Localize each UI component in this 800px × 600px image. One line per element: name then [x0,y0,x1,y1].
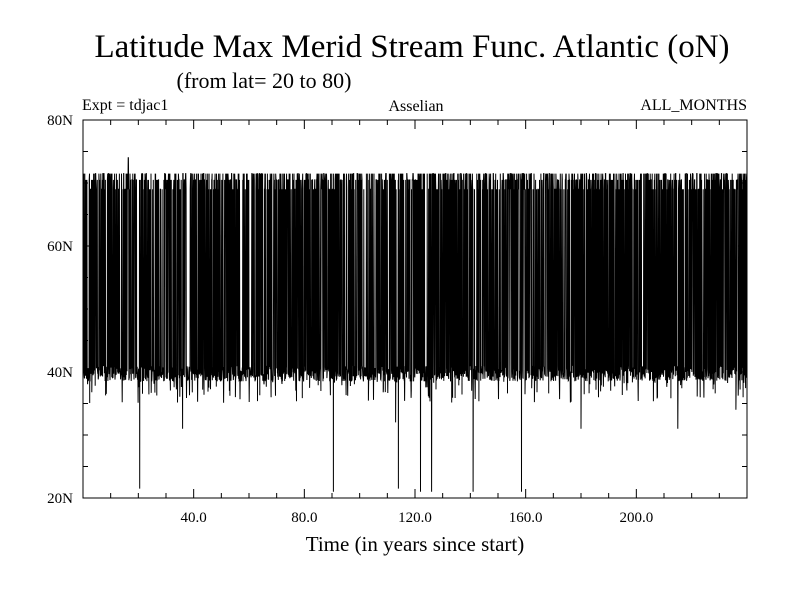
experiment-label: Expt = tdjac1 [82,97,168,114]
x-tick-label: 80.0 [291,510,317,526]
x-tick-label: 120.0 [398,510,432,526]
x-tick-label: 40.0 [181,510,207,526]
series-line [82,157,748,492]
plot-frame [82,119,748,499]
x-tick-label: 200.0 [619,510,653,526]
series-layer [82,157,748,492]
y-tick-label: 20N [47,491,73,507]
tick-layer: 40.0 80.0 120.0 160.0 200.0 20N 40N 60N 80N [47,113,747,526]
y-tick-label: 80N [47,113,73,129]
months-label: ALL_MONTHS [640,97,747,114]
chart-title: Latitude Max Merid Stream Func. Atlantic… [94,29,729,65]
y-tick-label: 40N [47,365,73,381]
period-label: Asselian [388,98,443,115]
x-axis-label: Time (in years since start) [306,532,525,556]
y-tick-label: 60N [47,239,73,255]
x-tick-label: 160.0 [509,510,543,526]
chart-subtitle: (from lat= 20 to 80) [177,68,352,93]
